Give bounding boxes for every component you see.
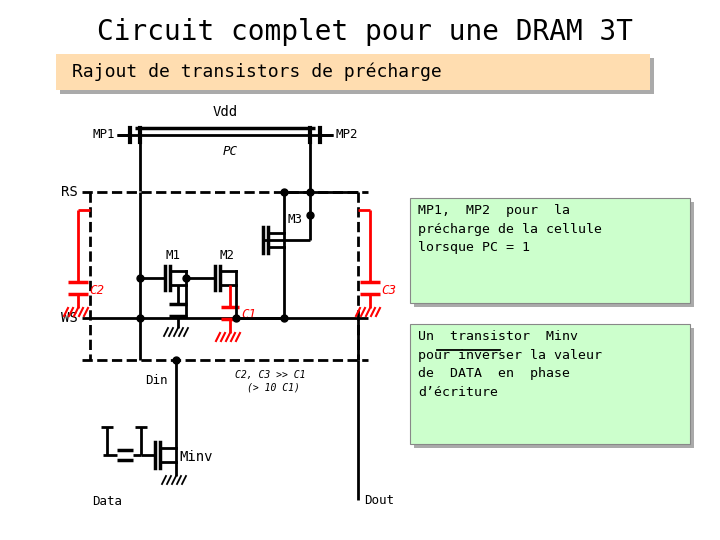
FancyBboxPatch shape bbox=[410, 324, 690, 444]
Text: C2: C2 bbox=[89, 284, 104, 296]
FancyBboxPatch shape bbox=[414, 328, 694, 448]
Text: C1: C1 bbox=[241, 308, 256, 321]
Text: Din: Din bbox=[145, 374, 168, 387]
Text: WS: WS bbox=[61, 311, 78, 325]
Text: MP1: MP1 bbox=[92, 129, 115, 141]
Text: Dout: Dout bbox=[364, 494, 394, 507]
FancyBboxPatch shape bbox=[60, 58, 654, 94]
Text: Rajout de transistors de précharge: Rajout de transistors de précharge bbox=[72, 63, 442, 81]
Text: Vdd: Vdd bbox=[212, 105, 238, 119]
Text: (> 10 C1): (> 10 C1) bbox=[247, 382, 300, 392]
Text: Minv: Minv bbox=[179, 450, 212, 464]
Text: RS: RS bbox=[61, 185, 78, 199]
Text: C3: C3 bbox=[381, 284, 396, 296]
Text: Data: Data bbox=[92, 495, 122, 508]
Text: PC: PC bbox=[222, 145, 238, 158]
FancyBboxPatch shape bbox=[56, 54, 650, 90]
FancyBboxPatch shape bbox=[414, 202, 694, 307]
Text: M1: M1 bbox=[166, 249, 181, 262]
Text: C2, C3 >> C1: C2, C3 >> C1 bbox=[235, 370, 305, 380]
Text: MP2: MP2 bbox=[335, 129, 358, 141]
Text: M3: M3 bbox=[287, 213, 302, 226]
Text: Circuit complet pour une DRAM 3T: Circuit complet pour une DRAM 3T bbox=[97, 18, 633, 46]
FancyBboxPatch shape bbox=[410, 198, 690, 303]
Text: M2: M2 bbox=[220, 249, 235, 262]
Text: MP1,  MP2  pour  la
précharge de la cellule
lorsque PC = 1: MP1, MP2 pour la précharge de la cellule… bbox=[418, 204, 602, 254]
Text: Un  transistor  Minv
pour inverser la valeur
de  DATA  en  phase
d’écriture: Un transistor Minv pour inverser la vale… bbox=[418, 330, 602, 399]
